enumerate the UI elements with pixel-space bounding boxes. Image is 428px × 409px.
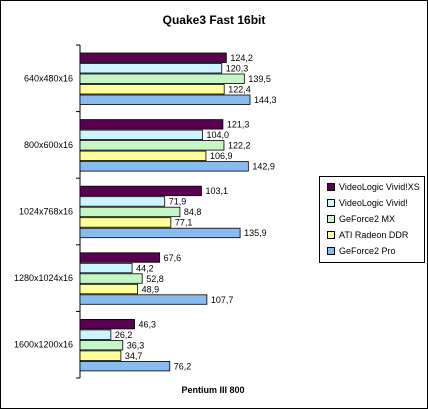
category-label: 1280x1024x16 [14,273,73,283]
legend-item: ATI Radeon DDR [320,227,424,243]
legend-swatch [327,199,335,207]
data-label: 76,2 [174,361,192,371]
chart-title: Quake3 Fast 16bit [163,13,266,27]
data-label: 107,7 [211,295,234,305]
data-label: 52,8 [146,274,164,284]
legend-item: GeForce2 MX [320,211,424,227]
legend: VideoLogic Vivid!XS VideoLogic Vivid! GeFo… [319,176,425,263]
legend-item: VideoLogic Vivid!XS [320,179,424,195]
bar-1 [79,196,166,207]
bar-1 [79,63,223,74]
data-label: 142,9 [252,162,275,172]
category-label: 640x480x16 [24,73,73,83]
legend-swatch [327,215,335,223]
legend-swatch [327,183,335,191]
legend-swatch [327,247,335,255]
bar-0 [79,252,161,263]
data-label: 122,2 [228,141,251,151]
data-label: 46,3 [139,319,157,329]
x-axis-label: Pentium III 800 [181,385,244,395]
data-label: 84,8 [184,207,202,217]
data-label: 26,2 [115,330,133,340]
bar-2 [79,73,245,84]
bar-1 [79,129,203,141]
data-label: 144,3 [254,95,277,105]
data-label: 67,6 [164,253,182,263]
bar-1 [79,262,133,274]
bar-4 [79,227,241,239]
legend-item: VideoLogic Vivid! [320,195,424,211]
data-label: 139,5 [248,74,271,84]
data-label: 71,9 [169,197,187,207]
category-label: 1600x1200x16 [14,340,73,350]
bar-0 [79,119,224,130]
data-label: 48,9 [142,284,160,294]
category-label: 800x600x16 [24,140,73,150]
bar-2 [79,273,143,284]
bar-4 [79,294,208,305]
bar-4 [79,94,251,105]
bar-3 [79,350,122,361]
bar-3 [79,150,207,162]
legend-swatch [327,231,335,239]
bar-2 [79,206,181,218]
bar-2 [79,140,225,151]
category-label: 1024x768x16 [19,207,73,217]
legend-label: VideoLogic Vivid! [339,198,408,208]
data-label: 34,7 [125,351,143,361]
bar-4 [79,360,171,372]
data-label: 36,3 [127,340,145,350]
data-label: 124,2 [230,53,253,63]
data-label: 104,0 [207,130,230,140]
data-label: 120,3 [226,64,249,74]
data-label: 121,3 [227,120,250,130]
bar-3 [79,217,172,228]
data-label: 44,2 [136,263,154,273]
legend-label: GeForce2 Pro [339,246,396,256]
bar-1 [79,329,112,340]
data-label: 106,9 [210,151,233,161]
data-label: 77,1 [175,218,193,228]
legend-label: VideoLogic Vivid!XS [339,182,420,192]
legend-item: GeForce2 Pro [320,243,424,259]
data-label: 135,9 [244,228,267,238]
bar-0 [79,318,135,330]
bar-4 [79,161,249,172]
bar-3 [79,283,139,295]
legend-label: GeForce2 MX [339,214,396,224]
data-label: 103,1 [205,186,228,196]
bar-3 [79,84,225,95]
bar-0 [79,52,227,63]
legend-label: ATI Radeon DDR [339,230,409,240]
bar-2 [79,339,124,351]
bar-0 [79,185,202,197]
data-label: 122,4 [228,85,251,95]
